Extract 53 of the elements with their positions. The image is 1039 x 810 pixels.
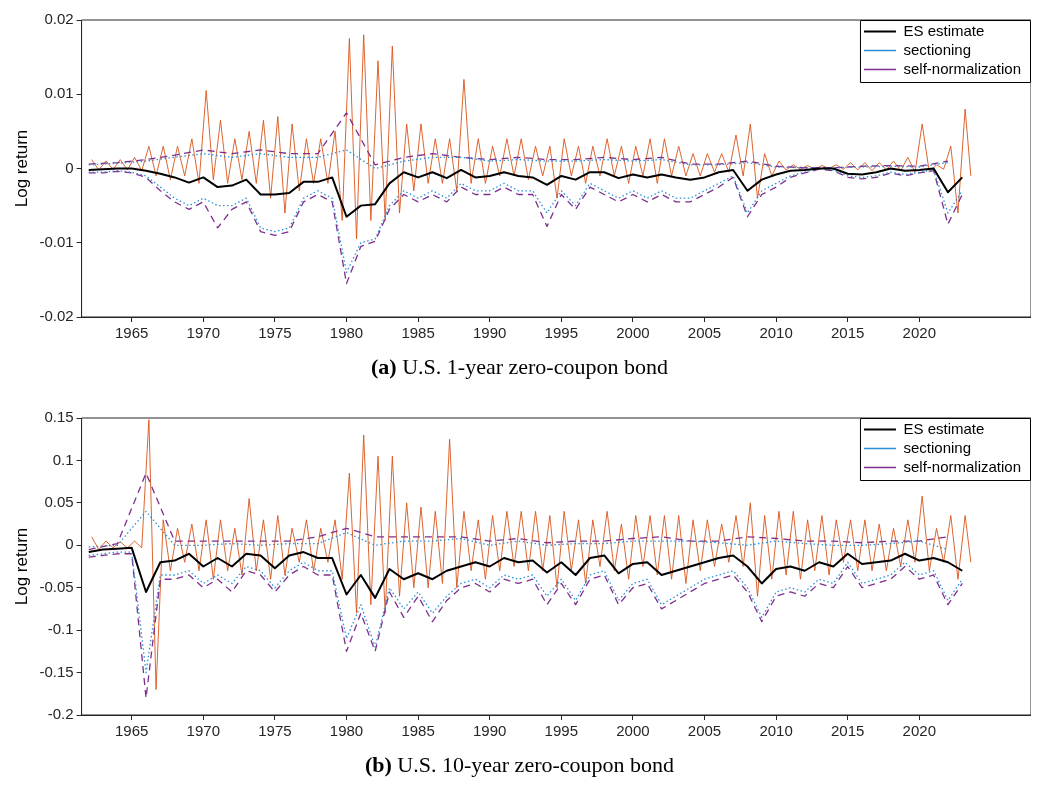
x-tick-label: 2020	[902, 324, 936, 342]
x-tick-label: 1975	[258, 324, 292, 342]
x-tick-label: 2005	[687, 324, 722, 342]
legend-label: ES estimate	[903, 21, 985, 39]
x-tick-label: 1975	[258, 722, 292, 740]
x-tick-label: 2000	[616, 722, 650, 740]
y-tick-label: 0.1	[52, 450, 74, 468]
line-series	[88, 472, 949, 551]
x-tick-label: 1990	[473, 324, 507, 342]
legend-label: self-normalization	[903, 59, 1021, 77]
legend-label: ES estimate	[903, 419, 985, 437]
y-tick-label: 0.05	[44, 493, 74, 510]
line-series	[88, 553, 963, 699]
x-tick-label: 1995	[544, 324, 578, 342]
y-axis-title: Log return	[11, 129, 31, 208]
line-series	[88, 551, 963, 674]
x-tick-label: 2015	[831, 722, 865, 740]
x-tick-label: 1970	[186, 324, 220, 342]
x-tick-label: 2000	[616, 324, 650, 342]
x-tick-label: 1985	[401, 722, 435, 740]
line-series	[88, 510, 949, 551]
x-tick-label: 2010	[759, 722, 793, 740]
x-tick-label: 2015	[831, 324, 865, 342]
legend-label: sectioning	[903, 40, 971, 58]
x-tick-label: 1980	[329, 324, 364, 342]
line-series	[88, 112, 949, 169]
y-tick-label: -0.15	[39, 662, 74, 680]
y-tick-label: -0.02	[39, 307, 74, 325]
x-tick-label: 1985	[401, 324, 435, 342]
y-tick-label: 0.02	[44, 10, 74, 28]
legend-label: self-normalization	[903, 457, 1021, 475]
text: (b) U.S. 10-year zero-coupon bond	[364, 752, 675, 777]
y-tick-label: 0	[65, 158, 74, 176]
y-tick-label: 0.01	[44, 84, 74, 102]
x-tick-label: 1990	[473, 722, 507, 740]
x-tick-label: 1970	[186, 722, 220, 740]
x-tick-label: 1995	[544, 722, 578, 740]
x-tick-label: 1965	[115, 722, 149, 740]
x-tick-label: 2010	[759, 324, 793, 342]
legend-label: sectioning	[903, 438, 971, 456]
y-tick-label: -0.01	[39, 232, 74, 250]
y-tick-label: -0.2	[47, 705, 74, 723]
y-tick-label: 0	[65, 535, 74, 553]
text: (a) U.S. 1-year zero-coupon bond	[371, 354, 668, 379]
line-series	[88, 149, 949, 170]
x-tick-label: 2020	[902, 722, 936, 740]
x-tick-label: 2005	[687, 722, 722, 740]
y-tick-label: -0.05	[39, 577, 74, 595]
y-tick-label: -0.1	[47, 620, 74, 638]
x-tick-label: 1980	[329, 722, 364, 740]
y-tick-label: 0.15	[44, 408, 74, 426]
x-tick-label: 1965	[115, 324, 149, 342]
y-axis-title: Log return	[11, 527, 31, 606]
